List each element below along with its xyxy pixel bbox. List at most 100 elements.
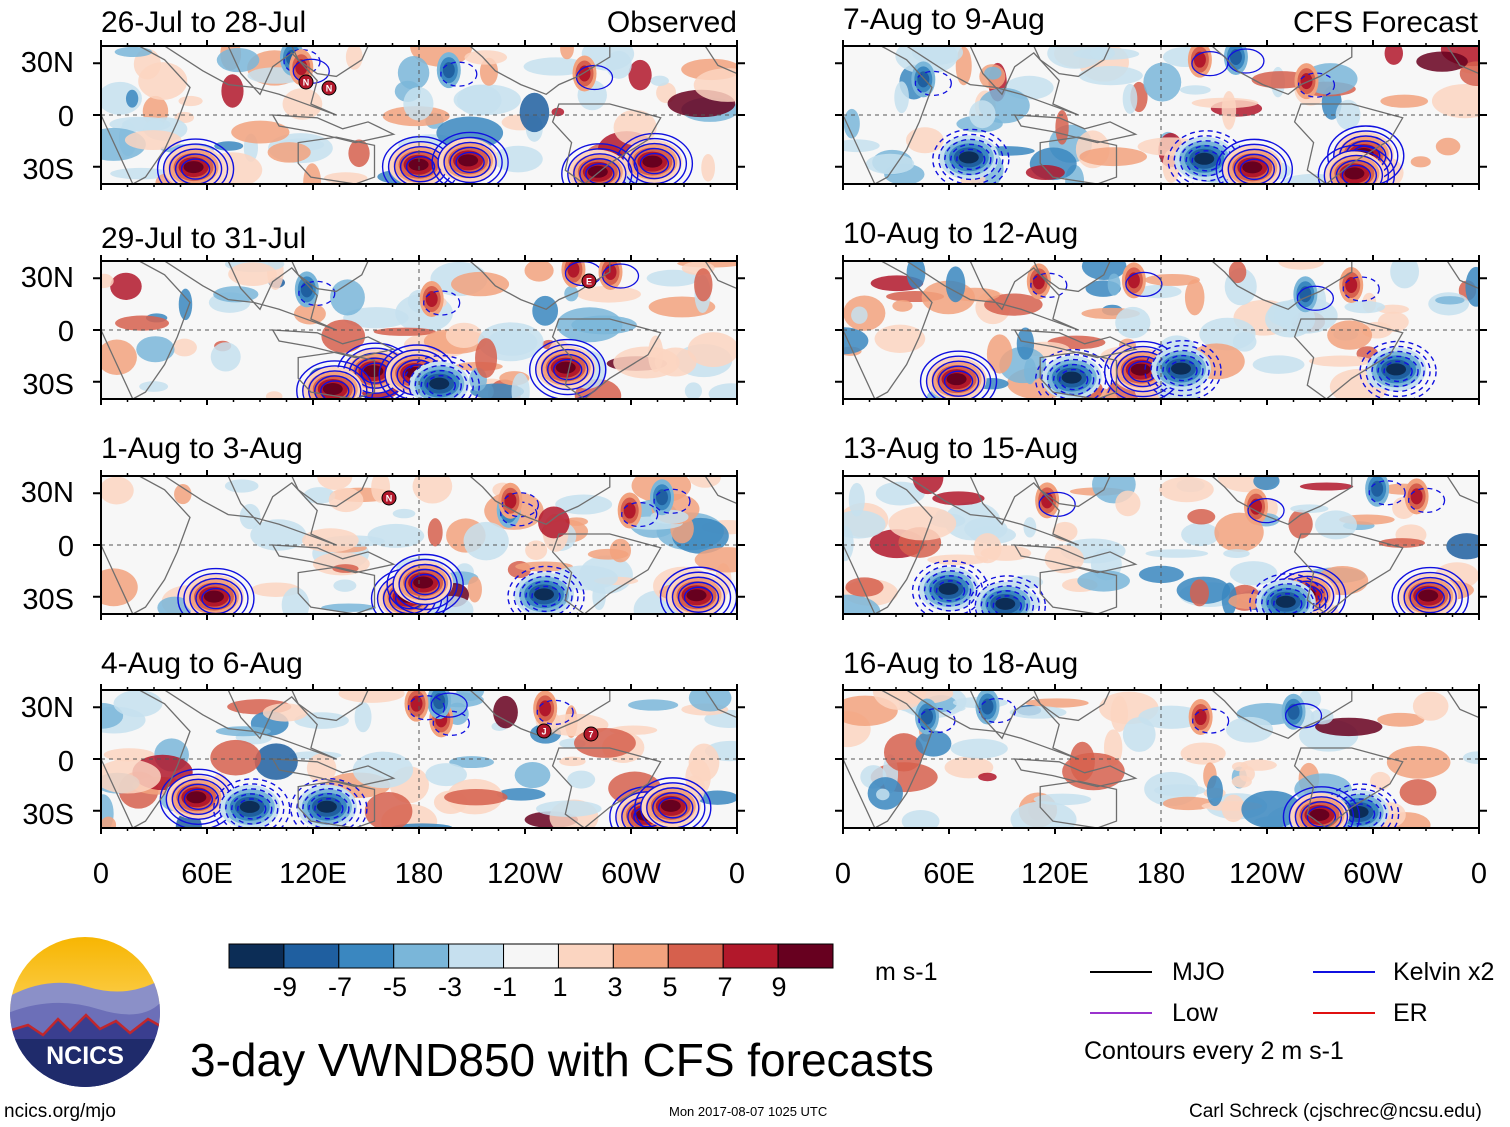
anomaly-patch	[648, 335, 664, 373]
kelvin-contour	[547, 353, 589, 386]
anomaly-patch	[1122, 717, 1156, 752]
anomaly-patch	[157, 596, 193, 614]
kelvin-contour	[431, 131, 509, 184]
coastline	[291, 690, 369, 722]
anomaly-patch	[136, 336, 175, 363]
anomaly-patch	[1314, 510, 1358, 540]
xlabel-180: 180	[1136, 858, 1186, 890]
anomaly-patch	[1446, 533, 1479, 560]
anomaly-patch	[865, 153, 915, 175]
anomaly-patch	[1288, 509, 1313, 539]
kelvin-contour	[168, 148, 223, 184]
panel-title-2: 29-Jul to 31-Jul	[101, 222, 307, 255]
kelvin-contour	[500, 501, 538, 527]
kelvin-contour	[1046, 358, 1101, 399]
kelvin-contour	[302, 365, 368, 399]
anomaly-patch	[973, 533, 1002, 564]
coastline	[1293, 747, 1404, 828]
anomaly-core	[1410, 488, 1423, 505]
footer-url[interactable]: ncics.org/mjo	[4, 1101, 116, 1122]
coastline	[1293, 533, 1404, 614]
anomaly-core	[408, 158, 429, 171]
coastline	[1210, 46, 1353, 96]
units-label: m s-1	[875, 958, 938, 986]
anomaly-patch	[493, 695, 518, 729]
kelvin-contour	[665, 571, 732, 614]
anomaly-patch	[701, 153, 716, 182]
anomaly-patch	[950, 738, 1008, 759]
coastline	[1033, 476, 1111, 508]
anomaly-patch	[114, 46, 153, 58]
anomaly-patch	[1180, 742, 1226, 765]
anomaly-patch	[451, 271, 510, 297]
coastline	[1210, 690, 1353, 740]
anomaly-patch	[101, 568, 138, 607]
anomaly-patch	[224, 479, 259, 493]
kelvin-contour	[535, 343, 601, 396]
anomaly-patch	[1206, 775, 1223, 807]
anomaly-patch	[1055, 110, 1069, 145]
anomaly-core	[1242, 161, 1263, 174]
anomaly-core	[534, 588, 555, 601]
kelvin-contour	[1249, 573, 1327, 614]
anomaly-patch	[843, 525, 854, 562]
anomaly-patch	[321, 603, 377, 612]
anomaly-core	[1194, 152, 1215, 165]
anomaly-patch	[354, 701, 372, 733]
ylabel-30n: 30N	[20, 692, 74, 724]
kelvin-contour	[440, 61, 478, 87]
map-panels: N N E N J 7	[93, 40, 1487, 834]
anomaly-core	[1171, 362, 1192, 375]
anomaly-patch	[172, 338, 197, 357]
kelvin-contour	[1342, 276, 1380, 302]
coastline	[1446, 690, 1479, 719]
anomaly-core	[1032, 273, 1045, 290]
kelvin-contour	[407, 695, 446, 721]
kelvin-contour	[201, 587, 231, 610]
anomaly-patch	[874, 324, 926, 353]
coastline	[1039, 566, 1118, 614]
anomaly-patch	[693, 68, 737, 102]
colorbar-segment	[777, 943, 834, 969]
storm-marker-label: E	[586, 277, 592, 287]
storm-marker-label: N	[386, 494, 393, 504]
kelvin-contour	[1317, 144, 1396, 184]
anomaly-patch	[254, 743, 298, 780]
anomaly-patch	[944, 756, 994, 779]
coastline	[297, 566, 376, 614]
coastline	[551, 533, 662, 614]
panel-title-1: 26-Jul to 28-Jul	[101, 6, 307, 39]
kelvin-contour	[567, 148, 633, 184]
anomaly-patch	[479, 57, 498, 86]
anomaly-patch	[338, 690, 405, 703]
kelvin-contour	[1288, 791, 1355, 828]
anomaly-patch	[467, 576, 482, 603]
kelvin-contour	[561, 143, 639, 184]
kelvin-contour	[640, 782, 706, 828]
anomaly-core	[425, 290, 438, 307]
anomaly-core	[1418, 589, 1439, 602]
anomaly-patch	[496, 788, 546, 801]
anomaly-patch	[124, 130, 182, 150]
contour-note: Contours every 2 m s-1	[1084, 1037, 1344, 1065]
anomaly-patch	[1081, 261, 1127, 281]
coastline	[1013, 758, 1138, 788]
anomaly-core	[958, 151, 979, 164]
anomaly-patch	[848, 482, 865, 517]
kelvin-contour	[1156, 349, 1210, 392]
anomaly-patch	[321, 319, 366, 353]
anomaly-patch	[425, 763, 467, 787]
coastline	[101, 46, 191, 184]
kelvin-contour	[1327, 788, 1394, 828]
anomaly-patch	[576, 285, 641, 303]
colorbar-segment	[448, 943, 505, 969]
kelvin-contour	[579, 158, 621, 184]
anomaly-patch	[110, 167, 172, 180]
anomaly-core	[995, 597, 1016, 610]
anomaly-patch	[1115, 490, 1141, 517]
anomaly-patch	[843, 510, 886, 539]
kelvin-contour	[992, 595, 1022, 614]
anomaly-core	[186, 791, 207, 804]
kelvin-contour	[1052, 363, 1095, 396]
kelvin-contour	[183, 788, 214, 810]
